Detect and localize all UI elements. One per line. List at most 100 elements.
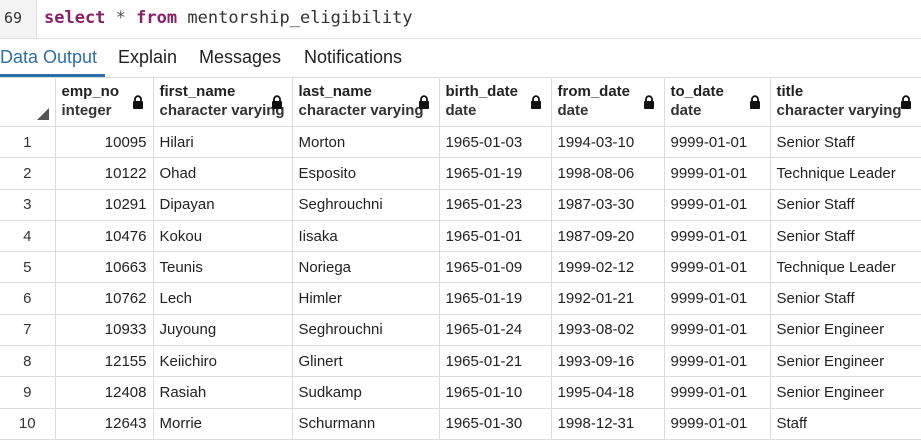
cell-title[interactable]: Staff (770, 408, 921, 440)
cell-first-name[interactable]: Dipayan (153, 189, 293, 221)
cell-from-date[interactable]: 1995-04-18 (551, 376, 665, 409)
cell-birth-date[interactable]: 1965-01-23 (439, 189, 552, 221)
cell-first-name[interactable]: Lech (153, 282, 293, 315)
row-number[interactable]: 6 (0, 282, 56, 315)
tab-messages[interactable]: Messages (199, 47, 282, 67)
cell-emp-no[interactable]: 12643 (55, 408, 154, 440)
table-row[interactable]: 1 10095 Hilari Morton 1965-01-03 1994-03-10 99… (0, 126, 921, 159)
cell-to-date[interactable]: 9999-01-01 (664, 126, 771, 159)
cell-birth-date[interactable]: 1965-01-09 (439, 251, 552, 284)
query-text[interactable]: select * from mentorship_eligibility (44, 8, 413, 28)
row-number[interactable]: 1 (0, 126, 56, 159)
cell-birth-date[interactable]: 1965-01-03 (439, 126, 552, 159)
cell-last-name[interactable]: Esposito (292, 157, 440, 190)
cell-title[interactable]: Senior Engineer (770, 345, 921, 378)
table-row[interactable]: 4 10476 Kokou Iisaka 1965-01-01 1987-09-20 999… (0, 220, 921, 253)
row-number[interactable]: 10 (0, 408, 56, 440)
cell-to-date[interactable]: 9999-01-01 (664, 251, 771, 284)
cell-to-date[interactable]: 9999-01-01 (664, 376, 771, 409)
row-number[interactable]: 2 (0, 157, 56, 190)
table-row[interactable]: 9 12408 Rasiah Sudkamp 1965-01-10 1995-04-18 9… (0, 376, 921, 409)
cell-birth-date[interactable]: 1965-01-01 (439, 220, 552, 253)
cell-from-date[interactable]: 1993-08-02 (551, 314, 665, 347)
column-header-first-name[interactable]: first_name character varying (153, 78, 293, 127)
cell-title[interactable]: Senior Engineer (770, 376, 921, 409)
cell-emp-no[interactable]: 12408 (55, 376, 154, 409)
tab-notifications[interactable]: Notifications (304, 47, 403, 67)
row-number[interactable]: 8 (0, 345, 56, 378)
select-all-corner[interactable] (0, 78, 56, 127)
cell-title[interactable]: Technique Leader (770, 251, 921, 284)
column-header-title[interactable]: title character varying (770, 78, 921, 127)
cell-to-date[interactable]: 9999-01-01 (664, 408, 771, 440)
cell-emp-no[interactable]: 10762 (55, 282, 154, 315)
row-number[interactable]: 9 (0, 376, 56, 409)
cell-from-date[interactable]: 1999-02-12 (551, 251, 665, 284)
cell-to-date[interactable]: 9999-01-01 (664, 345, 771, 378)
cell-from-date[interactable]: 1994-03-10 (551, 126, 665, 159)
cell-emp-no[interactable]: 10122 (55, 157, 154, 190)
row-number[interactable]: 3 (0, 189, 56, 221)
table-row[interactable]: 10 12643 Morrie Schurmann 1965-01-30 1998-12-… (0, 408, 921, 440)
cell-birth-date[interactable]: 1965-01-19 (439, 157, 552, 190)
cell-last-name[interactable]: Seghrouchni (292, 314, 440, 347)
cell-emp-no[interactable]: 10933 (55, 314, 154, 347)
cell-title[interactable]: Technique Leader (770, 157, 921, 190)
cell-from-date[interactable]: 1987-03-30 (551, 189, 665, 221)
row-number[interactable]: 4 (0, 220, 56, 253)
cell-from-date[interactable]: 1998-12-31 (551, 408, 665, 440)
cell-birth-date[interactable]: 1965-01-30 (439, 408, 552, 440)
cell-last-name[interactable]: Seghrouchni (292, 189, 440, 221)
cell-last-name[interactable]: Glinert (292, 345, 440, 378)
table-row[interactable]: 6 10762 Lech Himler 1965-01-19 1992-01-21 9999… (0, 282, 921, 315)
cell-first-name[interactable]: Juyoung (153, 314, 293, 347)
row-number[interactable]: 7 (0, 314, 56, 347)
cell-to-date[interactable]: 9999-01-01 (664, 220, 771, 253)
table-row[interactable]: 3 10291 Dipayan Seghrouchni 1965-01-23 1987-0… (0, 189, 921, 221)
table-row[interactable]: 5 10663 Teunis Noriega 1965-01-09 1999-02-12 9… (0, 251, 921, 284)
cell-birth-date[interactable]: 1965-01-10 (439, 376, 552, 409)
cell-to-date[interactable]: 9999-01-01 (664, 157, 771, 190)
cell-last-name[interactable]: Iisaka (292, 220, 440, 253)
cell-title[interactable]: Senior Staff (770, 126, 921, 159)
table-row[interactable]: 8 12155 Keiichiro Glinert 1965-01-21 1993-09-… (0, 345, 921, 378)
cell-from-date[interactable]: 1993-09-16 (551, 345, 665, 378)
row-number[interactable]: 5 (0, 251, 56, 284)
cell-emp-no[interactable]: 10476 (55, 220, 154, 253)
cell-last-name[interactable]: Morton (292, 126, 440, 159)
cell-first-name[interactable]: Keiichiro (153, 345, 293, 378)
column-header-to-date[interactable]: to_date date (664, 78, 771, 127)
cell-first-name[interactable]: Rasiah (153, 376, 293, 409)
tab-data-output[interactable]: Data Output (0, 47, 98, 67)
cell-to-date[interactable]: 9999-01-01 (664, 282, 771, 315)
column-header-last-name[interactable]: last_name character varying (292, 78, 440, 127)
cell-title[interactable]: Senior Staff (770, 220, 921, 253)
query-editor[interactable]: 69 select * from mentorship_eligibility (0, 0, 921, 39)
cell-to-date[interactable]: 9999-01-01 (664, 314, 771, 347)
cell-from-date[interactable]: 1992-01-21 (551, 282, 665, 315)
cell-title[interactable]: Senior Engineer (770, 314, 921, 347)
column-header-birth-date[interactable]: birth_date date (439, 78, 552, 127)
cell-emp-no[interactable]: 10663 (55, 251, 154, 284)
cell-first-name[interactable]: Ohad (153, 157, 293, 190)
cell-from-date[interactable]: 1998-08-06 (551, 157, 665, 190)
cell-emp-no[interactable]: 10291 (55, 189, 154, 221)
tab-explain[interactable]: Explain (118, 47, 178, 67)
cell-first-name[interactable]: Kokou (153, 220, 293, 253)
table-row[interactable]: 2 10122 Ohad Esposito 1965-01-19 1998-08-06 99… (0, 157, 921, 190)
cell-last-name[interactable]: Schurmann (292, 408, 440, 440)
cell-to-date[interactable]: 9999-01-01 (664, 189, 771, 221)
table-row[interactable]: 7 10933 Juyoung Seghrouchni 1965-01-24 1993-0… (0, 314, 921, 347)
column-header-emp-no[interactable]: emp_no integer (55, 78, 154, 127)
cell-from-date[interactable]: 1987-09-20 (551, 220, 665, 253)
cell-last-name[interactable]: Noriega (292, 251, 440, 284)
cell-title[interactable]: Senior Staff (770, 189, 921, 221)
cell-emp-no[interactable]: 10095 (55, 126, 154, 159)
cell-birth-date[interactable]: 1965-01-21 (439, 345, 552, 378)
cell-last-name[interactable]: Sudkamp (292, 376, 440, 409)
cell-birth-date[interactable]: 1965-01-24 (439, 314, 552, 347)
column-header-from-date[interactable]: from_date date (551, 78, 665, 127)
cell-first-name[interactable]: Morrie (153, 408, 293, 440)
cell-last-name[interactable]: Himler (292, 282, 440, 315)
cell-birth-date[interactable]: 1965-01-19 (439, 282, 552, 315)
